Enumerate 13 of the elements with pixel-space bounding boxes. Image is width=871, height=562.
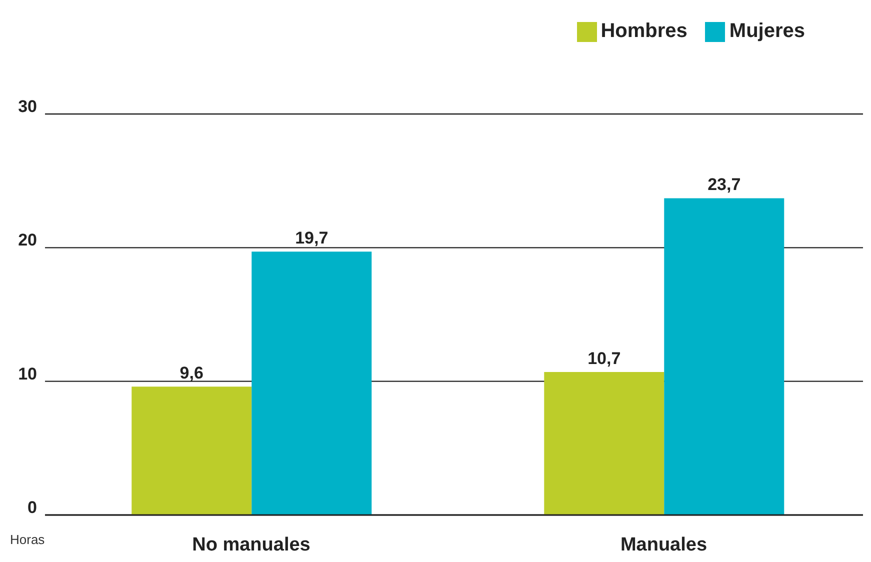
y-tick-label: 10 [18, 364, 37, 384]
y-axis-title: Horas [10, 532, 45, 547]
legend-label: Mujeres [729, 20, 805, 42]
data-label: 10,7 [588, 348, 621, 368]
y-tick-label: 30 [18, 97, 37, 116]
y-tick-label: 0 [28, 498, 37, 518]
legend-label: Hombres [600, 20, 688, 42]
data-label: 19,7 [295, 228, 328, 248]
x-tick-label: Manuales [620, 534, 708, 556]
data-label: 23,7 [708, 175, 741, 194]
data-label: 9,6 [180, 364, 204, 383]
y-tick-label: 20 [18, 230, 37, 250]
x-tick-label: No manuales [192, 534, 310, 556]
